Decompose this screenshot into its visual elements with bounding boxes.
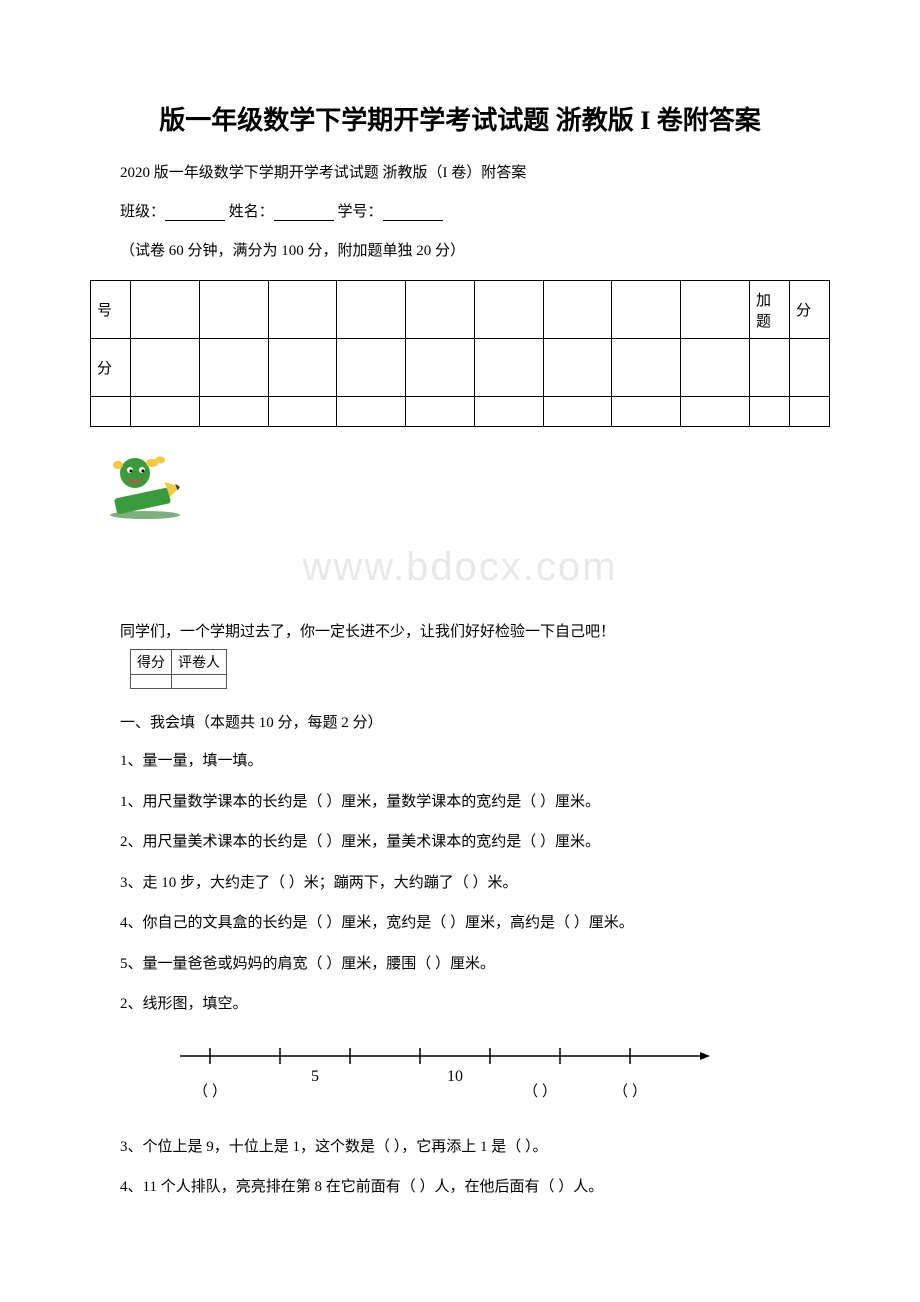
score-cell[interactable] [612,397,681,427]
grade-label: 得分 [131,650,172,675]
score-cell[interactable] [91,397,131,427]
table-row: 分 [91,339,830,397]
score-cell[interactable] [474,339,543,397]
score-cell[interactable] [268,281,337,339]
number-line-blank: （ ） [523,1083,557,1100]
exam-note: （试卷 60 分钟，满分为 100 分，附加题单独 20 分） [90,239,830,260]
table-row: 号 加题 分 [91,281,830,339]
question: 2、用尺量美术课本的长约是（ ）厘米，量美术课本的宽约是（ ）厘米。 [90,831,830,854]
section-heading: 一、我会填（本题共 10 分，每题 2 分） [90,711,830,732]
score-cell[interactable] [750,339,790,397]
row-label: 号 [91,281,131,339]
score-cell[interactable] [681,281,750,339]
class-blank[interactable] [165,205,225,221]
pencil-icon [100,445,830,525]
number-line-label: 5 [311,1068,319,1085]
grader-cell[interactable] [172,675,227,689]
score-cell[interactable] [543,281,612,339]
score-cell[interactable] [543,339,612,397]
score-cell[interactable] [199,281,268,339]
number-line-blank: （ ） [193,1083,227,1100]
score-cell[interactable] [612,281,681,339]
score-cell[interactable] [790,339,830,397]
score-cell[interactable] [268,397,337,427]
score-cell[interactable] [337,281,406,339]
grader-label: 评卷人 [172,650,227,675]
score-cell[interactable] [131,397,200,427]
form-line: 班级： 姓名： 学号： [90,200,830,221]
grade-cell[interactable] [131,675,172,689]
question: 3、走 10 步，大约走了（ ）米；蹦两下，大约蹦了（ ）米。 [90,872,830,895]
number-line: 5 10 （ ） （ ） （ ） [170,1036,830,1111]
table-row [91,397,830,427]
question: 4、你自己的文具盒的长约是（ ）厘米，宽约是（ ）厘米，高约是（ ）厘米。 [90,912,830,935]
row-label: 分 [91,339,131,397]
jia-ti-label: 加题 [750,281,790,339]
score-cell[interactable] [337,339,406,397]
grade-table: 得分 评卷人 [130,649,227,689]
id-blank[interactable] [383,205,443,221]
score-cell[interactable] [612,339,681,397]
question: 1、量一量，填一填。 [90,750,830,773]
score-cell[interactable] [131,281,200,339]
score-cell[interactable] [406,397,475,427]
score-cell[interactable] [406,281,475,339]
score-cell[interactable] [681,339,750,397]
fen-label: 分 [790,281,830,339]
watermark: www.bdocx.com [90,545,830,590]
score-cell[interactable] [268,339,337,397]
score-cell[interactable] [474,281,543,339]
score-cell[interactable] [337,397,406,427]
question: 4、11 个人排队，亮亮排在第 8 在它前面有（ ）人，在他后面有（ ）人。 [90,1176,830,1199]
name-blank[interactable] [274,205,334,221]
score-table: 号 加题 分 分 [90,280,830,427]
question: 1、用尺量数学课本的长约是（ ）厘米，量数学课本的宽约是（ ）厘米。 [90,791,830,814]
score-cell[interactable] [750,397,790,427]
question: 3、个位上是 9，十位上是 1，这个数是（ ），它再添上 1 是（ ）。 [90,1136,830,1159]
class-label: 班级： [120,204,165,220]
score-cell[interactable] [199,339,268,397]
score-cell[interactable] [406,339,475,397]
number-line-blank: （ ） [613,1083,647,1100]
score-cell[interactable] [790,397,830,427]
score-cell[interactable] [131,339,200,397]
intro-text: 同学们，一个学期过去了，你一定长进不少，让我们好好检验一下自己吧！ [90,620,830,641]
score-cell[interactable] [474,397,543,427]
page-title: 版一年级数学下学期开学考试试题 浙教版 I 卷附答案 [90,100,830,137]
score-cell[interactable] [681,397,750,427]
subtitle: 2020 版一年级数学下学期开学考试试题 浙教版（I 卷）附答案 [90,161,830,182]
question: 2、线形图，填空。 [90,993,830,1016]
score-cell[interactable] [543,397,612,427]
name-label: 姓名： [229,204,274,220]
id-label: 学号： [338,204,383,220]
score-cell[interactable] [199,397,268,427]
question: 5、量一量爸爸或妈妈的肩宽（ ）厘米，腰围（ ）厘米。 [90,953,830,976]
number-line-label: 10 [447,1068,463,1085]
